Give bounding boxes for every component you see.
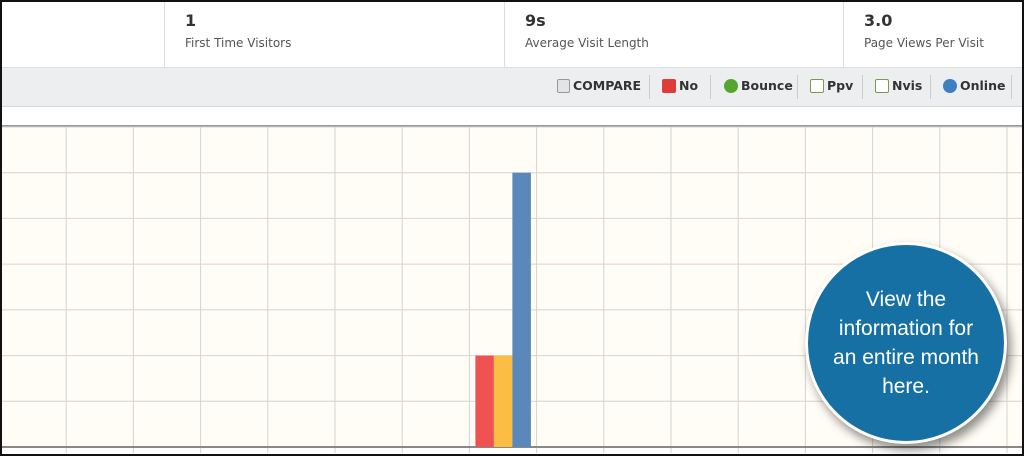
stat-value: 9s: [525, 11, 546, 30]
callout-line: View the: [865, 288, 947, 311]
stat-label: First Time Visitors: [185, 36, 292, 50]
stat: 9s Average Visit Length: [504, 2, 843, 67]
nvis-button[interactable]: Nvis: [875, 78, 922, 93]
toolbar: COMPARE No Bounce Ppv Nvis Online: [2, 68, 1022, 107]
separator: [710, 75, 711, 99]
button-label: No: [679, 78, 699, 93]
button-label: Ppv: [827, 78, 854, 93]
stat: 1 First Time Visitors: [164, 2, 504, 67]
bar: [493, 355, 513, 447]
stat: 3.0 Page Views Per Visit: [843, 2, 1022, 67]
separator: [797, 75, 798, 99]
compare-button[interactable]: COMPARE: [557, 78, 641, 93]
separator: [862, 75, 863, 99]
button-label: Bounce: [741, 78, 793, 93]
bar: [475, 355, 494, 447]
stat-label: Average Visit Length: [525, 36, 649, 50]
ppv-button[interactable]: Ppv: [810, 78, 853, 93]
stats-bar: 1 First Time Visitors 9s Average Visit L…: [2, 2, 1022, 68]
bar: [512, 172, 531, 447]
stat-value: 1: [185, 11, 197, 30]
separator: [649, 75, 650, 99]
separator: [930, 75, 931, 99]
button-label: Online: [960, 78, 1006, 93]
separator: [1011, 75, 1012, 99]
callout-line: information for: [838, 317, 974, 340]
no-button[interactable]: No: [662, 78, 698, 93]
button-label: COMPARE: [573, 78, 642, 93]
online-button[interactable]: Online: [943, 78, 1005, 93]
bounce-button[interactable]: Bounce: [724, 78, 793, 93]
callout-line: an entire month: [833, 346, 979, 369]
stat-value: 3.0: [864, 11, 893, 30]
stat-label: Page Views Per Visit: [864, 36, 984, 50]
callout: View the information for an entire month he…: [805, 242, 1007, 444]
button-label: Nvis: [892, 78, 923, 93]
callout-line: here.: [882, 375, 930, 398]
